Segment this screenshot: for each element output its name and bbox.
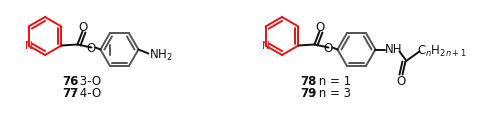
Text: O: O (397, 74, 406, 87)
Text: O: O (324, 42, 333, 55)
Text: O: O (316, 21, 325, 34)
Text: 79: 79 (300, 87, 316, 100)
Text: : n = 3: : n = 3 (311, 87, 351, 100)
Text: NH$_2$: NH$_2$ (148, 47, 172, 63)
Text: : 3-O: : 3-O (72, 75, 101, 88)
Text: : 4-O: : 4-O (72, 87, 102, 100)
Text: O: O (79, 21, 88, 34)
Text: 76: 76 (62, 75, 78, 88)
Text: NH: NH (384, 43, 402, 56)
Text: 78: 78 (300, 75, 316, 88)
Text: C$_n$H$_{2n+1}$: C$_n$H$_{2n+1}$ (416, 44, 467, 59)
Text: O: O (87, 42, 96, 55)
Text: N: N (262, 41, 270, 51)
Text: N: N (24, 41, 32, 51)
Text: 77: 77 (62, 87, 78, 100)
Text: : n = 1: : n = 1 (311, 75, 351, 88)
